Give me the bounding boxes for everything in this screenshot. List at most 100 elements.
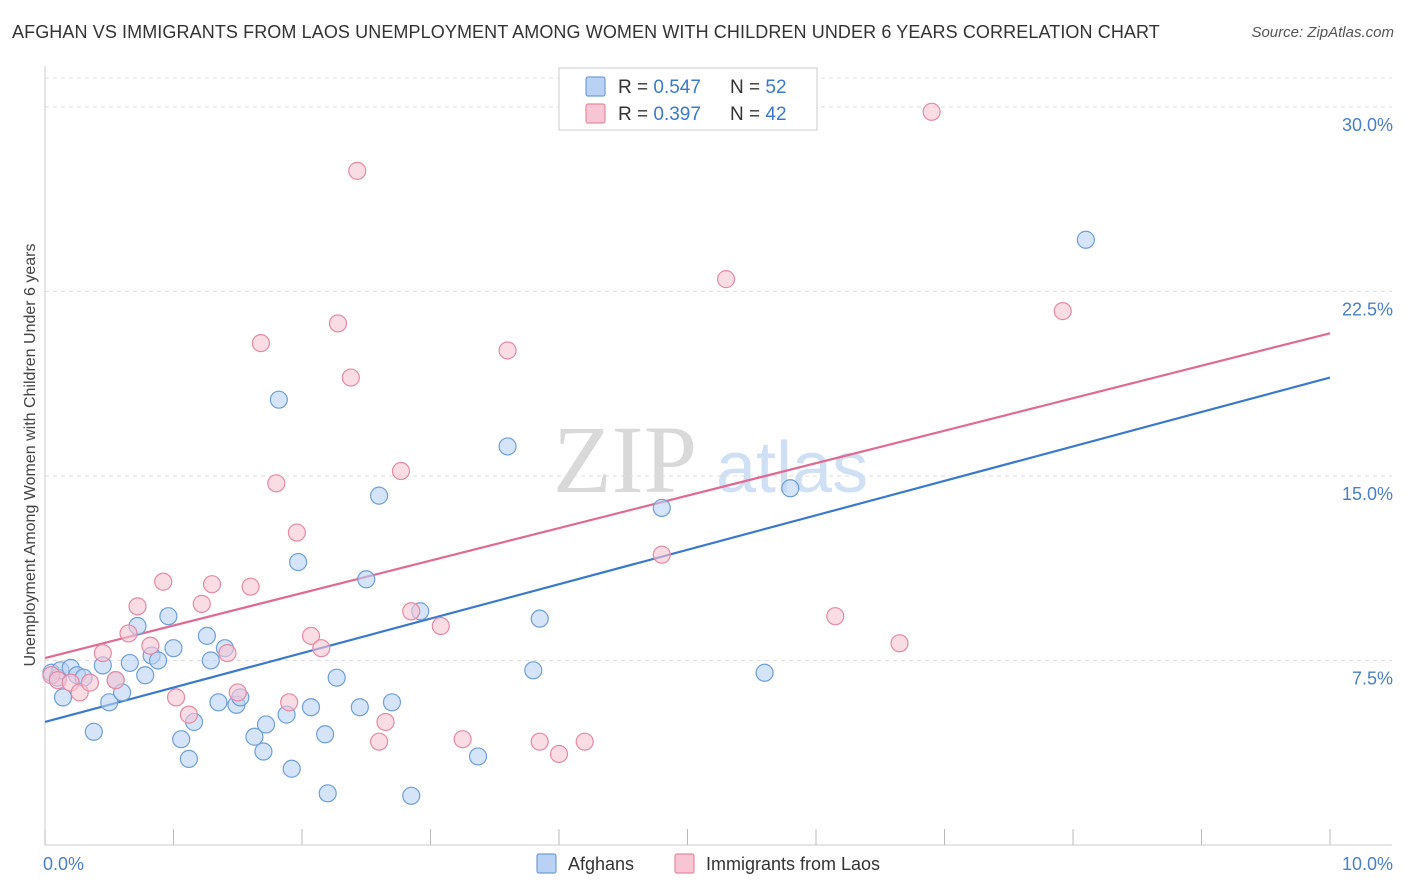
point-laos-40 — [890, 634, 909, 653]
point-afghans-23 — [201, 651, 220, 670]
point-afghans-46 — [498, 437, 517, 456]
point-laos-8 — [128, 597, 147, 616]
point-afghans-48 — [530, 609, 549, 628]
x-tick-label-1: 10.0% — [1342, 854, 1393, 874]
point-laos-28 — [376, 712, 395, 732]
point-afghans-3 — [53, 688, 73, 707]
point-laos-32 — [453, 730, 472, 749]
point-laos-24 — [328, 314, 348, 333]
legend-swatch-laos — [585, 103, 606, 124]
legend-n-value-2: 42 — [765, 104, 786, 125]
svg-text:N = 52: N = 52 — [730, 77, 787, 98]
svg-text:R = 0.397: R = 0.397 — [618, 104, 701, 125]
point-laos-10 — [154, 572, 173, 591]
legend-r-label-1: R = — [618, 77, 653, 98]
point-laos-33 — [498, 341, 517, 360]
bottom-legend-label-laos: Immigrants from Laos — [706, 854, 880, 874]
point-afghans-39 — [350, 698, 369, 717]
bottom-legend-swatch-laos — [674, 853, 695, 874]
legend-r-value-2: 0.397 — [653, 104, 701, 125]
y-tick-label-1: 15.0% — [1342, 484, 1393, 504]
point-afghans-41 — [370, 486, 389, 505]
point-laos-6 — [106, 671, 125, 690]
trend-line-laos — [44, 332, 1331, 660]
point-afghans-33 — [282, 759, 301, 778]
legend-n-value-1: 52 — [765, 77, 786, 98]
point-afghans-17 — [159, 607, 178, 626]
point-laos-13 — [192, 594, 211, 613]
point-afghans-43 — [402, 786, 421, 805]
point-afghans-28 — [245, 727, 264, 746]
point-afghans-34 — [289, 552, 308, 572]
point-laos-5 — [93, 643, 112, 663]
y-axis-label: Unemployment Among Women with Children U… — [22, 243, 39, 666]
point-laos-17 — [241, 577, 260, 596]
point-laos-12 — [179, 705, 199, 724]
bottom-legend-swatch-afghans — [536, 853, 557, 874]
legend-r-value-1: 0.547 — [653, 77, 701, 98]
point-afghans-42 — [382, 693, 402, 712]
point-laos-20 — [280, 693, 299, 712]
tick-labels: 7.5% 15.0% 22.5% 30.0% 0.0% 10.0% — [43, 115, 1393, 874]
y-tick-label-2: 22.5% — [1342, 299, 1393, 319]
source-label: Source: ZipAtlas.com — [1251, 24, 1394, 41]
x-tick-label-0: 0.0% — [43, 854, 84, 874]
bottom-legend-label-afghans: Afghans — [568, 854, 634, 874]
chart-title: AFGHAN VS IMMIGRANTS FROM LAOS UNEMPLOYM… — [12, 22, 1160, 42]
point-afghans-20 — [179, 749, 199, 768]
point-laos-4 — [80, 673, 100, 692]
point-afghans-37 — [318, 784, 337, 803]
legend-swatch-afghans — [585, 76, 606, 97]
point-afghans-29 — [256, 715, 276, 734]
point-laos-11 — [166, 688, 186, 707]
point-afghans-18 — [164, 639, 183, 658]
point-laos-31 — [431, 616, 450, 636]
point-laos-37 — [652, 545, 671, 564]
point-laos-38 — [716, 270, 736, 289]
point-afghans-49 — [652, 498, 671, 518]
point-laos-27 — [370, 732, 389, 751]
point-laos-41 — [922, 102, 941, 121]
point-laos-26 — [348, 161, 367, 180]
point-afghans-36 — [316, 725, 335, 744]
point-afghans-35 — [301, 698, 321, 717]
svg-text:R = 0.547: R = 0.547 — [618, 77, 701, 98]
point-afghans-31 — [269, 390, 288, 409]
point-laos-25 — [341, 368, 360, 387]
series-legend: Afghans Immigrants from Laos — [536, 853, 880, 874]
point-laos-42 — [1053, 302, 1072, 321]
point-afghans-9 — [100, 693, 119, 712]
point-afghans-38 — [327, 668, 346, 687]
point-afghans-40 — [357, 570, 376, 589]
point-laos-14 — [202, 575, 222, 594]
point-laos-34 — [530, 732, 549, 751]
point-laos-16 — [228, 683, 247, 702]
point-afghans-7 — [84, 722, 103, 741]
trend-line-afghans — [44, 376, 1331, 724]
legend-n-label-2: N = — [730, 104, 765, 125]
svg-text:N = 42: N = 42 — [730, 104, 787, 125]
point-afghans-12 — [120, 653, 139, 673]
y-tick-label-3: 30.0% — [1342, 115, 1393, 135]
legend-n-label-1: N = — [730, 77, 765, 98]
legend-r-label-2: R = — [618, 104, 653, 125]
point-afghans-19 — [172, 730, 191, 749]
point-laos-23 — [312, 639, 331, 658]
point-laos-22 — [301, 626, 321, 645]
point-afghans-45 — [468, 747, 488, 766]
point-afghans-50 — [755, 663, 774, 682]
point-afghans-22 — [197, 626, 217, 645]
point-afghans-24 — [209, 693, 228, 712]
point-laos-30 — [402, 602, 421, 621]
point-laos-29 — [391, 461, 411, 481]
trend-lines — [44, 332, 1331, 724]
point-laos-21 — [287, 523, 306, 542]
point-laos-9 — [141, 636, 160, 655]
point-laos-15 — [218, 643, 237, 663]
point-afghans-47 — [524, 661, 543, 680]
point-laos-36 — [575, 732, 594, 751]
axes — [44, 66, 1392, 846]
point-laos-18 — [251, 333, 270, 353]
point-afghans-51 — [781, 479, 800, 498]
